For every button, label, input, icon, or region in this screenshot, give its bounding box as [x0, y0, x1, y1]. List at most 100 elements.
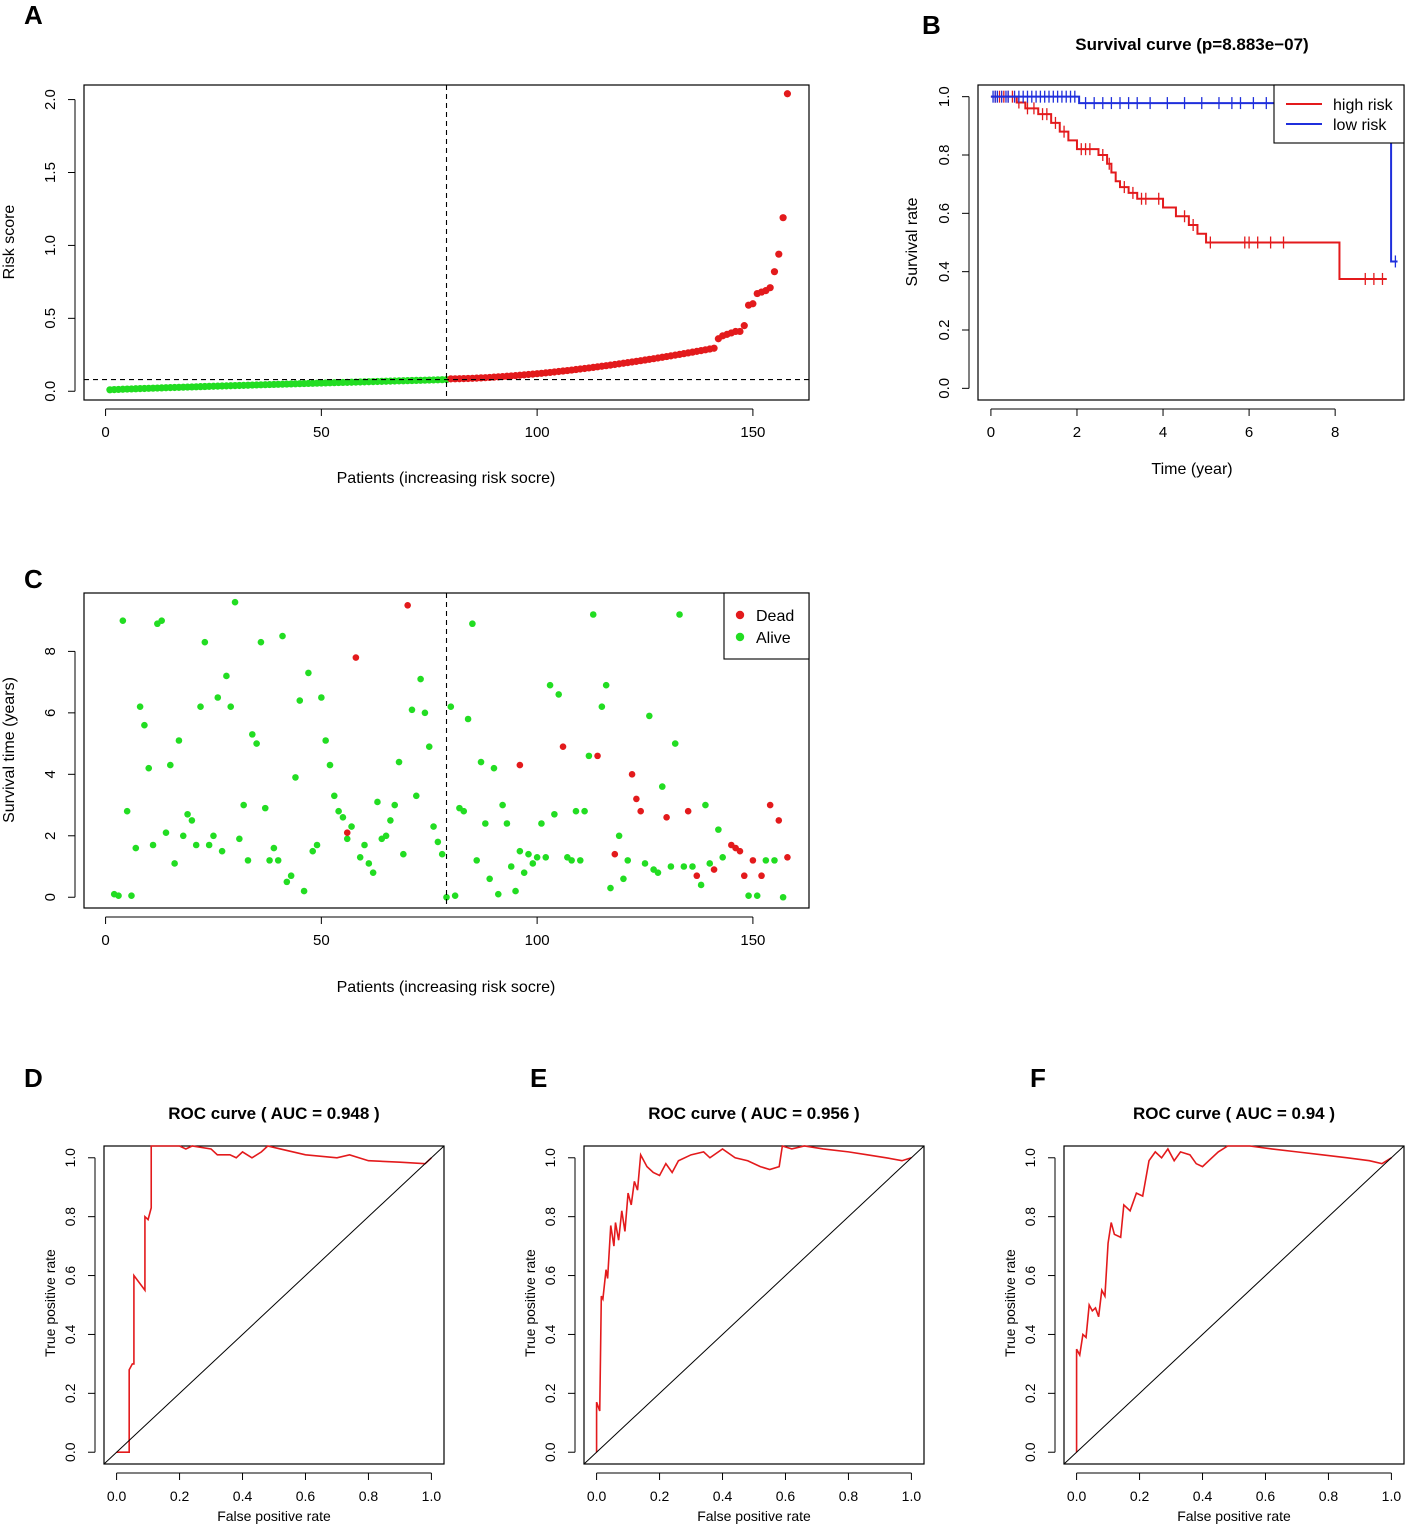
alive-point [214, 694, 222, 701]
alive-point [292, 774, 299, 781]
alive-point [451, 892, 459, 900]
alive-point [201, 638, 209, 646]
alive-point [167, 761, 174, 769]
x-axis: 0.0 0.2 0.4 0.6 0.8 1.0 [107, 1472, 441, 1504]
alive-point [473, 857, 481, 864]
y-tick-label: 0.6 [62, 1266, 78, 1286]
alive-point [546, 681, 554, 689]
alive-point [542, 853, 550, 861]
alive-point [343, 835, 351, 843]
alive-point [253, 740, 260, 747]
alive-point [689, 863, 696, 870]
alive-point [149, 841, 157, 849]
alive-point [330, 792, 338, 800]
alive-point [533, 853, 541, 861]
alive-point [624, 857, 632, 864]
panel-label-b: B [922, 10, 941, 40]
alive-point [680, 863, 688, 870]
x-tick-label: 0.6 [1256, 1488, 1276, 1504]
dead-point [637, 807, 644, 815]
roc-curves [583, 1144, 925, 1465]
alive-point [365, 860, 373, 867]
alive-point [503, 820, 511, 827]
y-tick-label: 8 [42, 647, 59, 655]
alive-point [525, 850, 532, 858]
alive-point [339, 814, 347, 821]
alive-point [374, 798, 381, 806]
alive-point [249, 731, 256, 738]
dead-point [352, 654, 360, 661]
y-tick-label: 0.6 [542, 1266, 558, 1286]
alive-point [227, 703, 235, 711]
x-tick-label: 1.0 [1382, 1488, 1402, 1504]
x-tick-label: 0.4 [1193, 1488, 1213, 1504]
alive-point [192, 841, 200, 849]
legend: high risk low risk [1273, 84, 1405, 144]
alive-point [128, 892, 135, 900]
alive-point [507, 863, 515, 870]
plot-frame [583, 1145, 925, 1465]
legend-marker-alive [735, 632, 745, 642]
y-axis: 0.0 0.2 0.4 0.6 0.8 1.0 [62, 1148, 96, 1462]
x-axis: 0 50 100 150 [101, 408, 765, 441]
risk-point [770, 268, 779, 276]
alive-point [231, 598, 239, 606]
y-tick-label: 6 [42, 709, 59, 717]
alive-point [671, 740, 679, 747]
alive-point [261, 804, 269, 812]
alive-point [779, 893, 787, 901]
risk-point [783, 90, 792, 98]
alive-point [568, 857, 575, 864]
roc-plot-3: 0.0 0.2 0.4 0.6 0.8 1.0 0.0 0.2 0.4 0.6 0.8 1.0 Fa… [1002, 1145, 1405, 1524]
alive-point [697, 881, 705, 889]
alive-point [257, 638, 265, 646]
risk-point [766, 284, 774, 292]
alive-point [279, 632, 286, 640]
alive-point [443, 893, 450, 901]
legend-dead: Dead [756, 608, 794, 625]
dead-point [736, 847, 744, 855]
plot-frame [103, 1145, 445, 1465]
x-tick-label: 0 [101, 932, 109, 949]
roc-plot-1: 0.0 0.2 0.4 0.6 0.8 1.0 0.0 0.2 0.4 0.6 0.8 1.0 Fa… [42, 1145, 445, 1524]
y-tick-label: 0.2 [62, 1383, 78, 1403]
alive-point [771, 857, 778, 864]
alive-point [745, 892, 752, 900]
alive-point [676, 611, 683, 618]
alive-point [184, 810, 191, 818]
alive-point [417, 675, 424, 683]
alive-point [119, 617, 127, 624]
alive-point [244, 857, 252, 864]
alive-point [179, 832, 187, 840]
dead-point [516, 761, 524, 769]
x-tick-label: 0.8 [839, 1488, 859, 1504]
dead-point [628, 771, 636, 778]
dead-point [749, 857, 757, 864]
alive-point [240, 801, 247, 809]
alive-point [218, 847, 226, 855]
alive-point [706, 860, 714, 867]
dead-point [710, 866, 718, 873]
dead-point [611, 850, 619, 858]
y-tick-label: 0.8 [542, 1207, 558, 1227]
risk-point [740, 322, 748, 330]
y-tick-label: 0.4 [936, 261, 953, 282]
legend-alive: Alive [756, 630, 791, 647]
alive-point [469, 620, 476, 628]
x-tick-label: 0.4 [233, 1488, 253, 1504]
legend-low-risk: low risk [1333, 117, 1387, 134]
x-tick-label: 100 [525, 424, 550, 441]
alive-point [555, 691, 563, 698]
alive-point [607, 884, 614, 892]
x-tick-label: 50 [313, 424, 330, 441]
x-tick-label: 150 [740, 424, 765, 441]
alive-point [326, 761, 334, 769]
risk-point [710, 344, 718, 352]
roc-curve [595, 1144, 912, 1453]
y-tick-label: 1.0 [1022, 1148, 1038, 1168]
y-tick-label: 0.5 [42, 308, 59, 329]
dead-point [758, 872, 765, 880]
x-tick-label: 0.0 [587, 1488, 607, 1504]
x-axis: 0 2 4 6 8 [987, 408, 1339, 441]
